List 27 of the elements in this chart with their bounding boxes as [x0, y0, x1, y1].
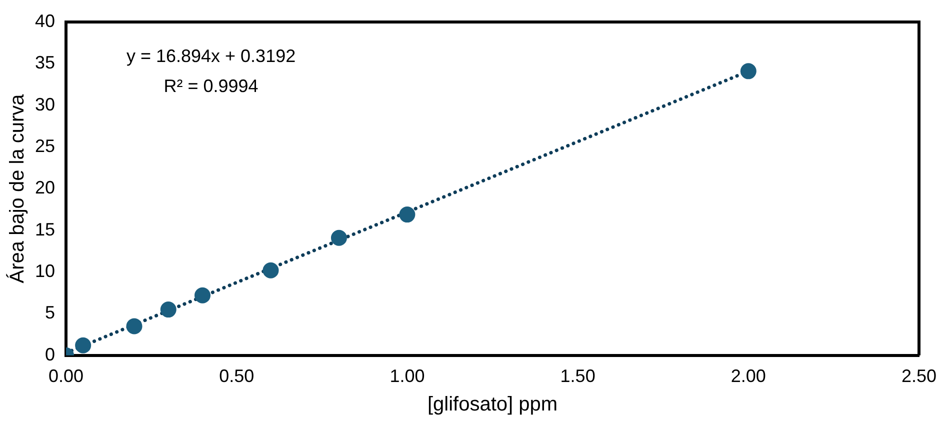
y-tick-label: 20 [34, 178, 56, 198]
x-tick-label: 2.00 [730, 366, 766, 386]
x-tick-label: 2.50 [901, 366, 937, 386]
x-tick-label: 0.00 [48, 366, 84, 386]
y-tick-label: 15 [34, 219, 56, 240]
y-tick-label: 30 [34, 94, 56, 114]
x-axis-title: [glifosato] ppm [427, 394, 558, 416]
annotation: y = 16.894x + 0.3192 [126, 46, 296, 66]
y-tick-label: 40 [34, 10, 56, 31]
x-tick-label: 1.00 [390, 366, 425, 386]
x-tick-label: 0.50 [219, 366, 254, 386]
point [399, 206, 416, 223]
point [75, 337, 92, 354]
point [194, 287, 210, 304]
annotation: R² = 0.9994 [164, 76, 258, 96]
point [740, 63, 756, 80]
y-axis-title: Área bajo de la curva [6, 93, 29, 284]
y-tick-label: 5 [45, 302, 56, 323]
point [126, 318, 142, 334]
y-tick-label: 35 [34, 52, 56, 73]
y-tick-label: 0 [45, 344, 56, 364]
y-tick-label: 25 [34, 136, 56, 156]
x-tick-label: 1.50 [560, 366, 596, 386]
point [330, 230, 347, 246]
y-tick-label: 10 [34, 261, 56, 282]
point [160, 302, 176, 318]
point [262, 262, 279, 278]
